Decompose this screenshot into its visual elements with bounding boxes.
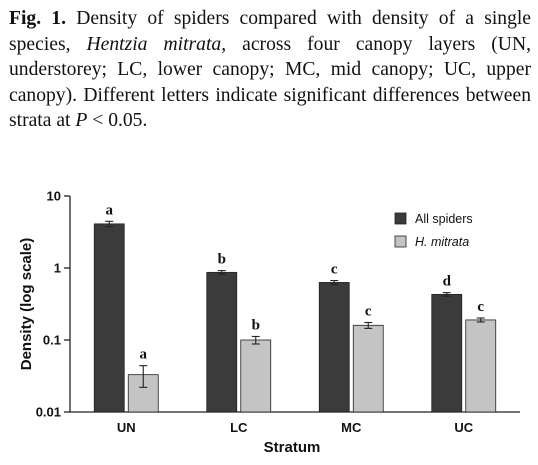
bar <box>465 319 497 413</box>
caption-text-3: < 0.05. <box>87 110 148 131</box>
significance-letter: b <box>252 317 260 333</box>
significance-letter: d <box>443 274 452 290</box>
legend-swatch <box>394 212 407 225</box>
bar <box>431 293 463 413</box>
significance-letter: c <box>365 304 372 320</box>
caption-text-2: , across four canopy layers (UN, underst… <box>9 33 531 132</box>
figure-label: Fig. 1. <box>9 8 66 29</box>
y-tick-label: 1 <box>54 261 61 276</box>
y-axis-label: Density (log scale) <box>18 238 35 371</box>
significance-letter: c <box>331 262 338 278</box>
x-tick-label: UN <box>117 420 136 435</box>
y-tick-label: 0.1 <box>43 333 61 348</box>
x-axis-label: Stratum <box>264 439 321 456</box>
significance-letter: a <box>140 347 148 363</box>
bar <box>240 339 272 413</box>
y-tick-label: 0.01 <box>36 405 61 420</box>
x-tick-label: LC <box>230 420 248 435</box>
bar <box>93 223 125 413</box>
x-tick-label: MC <box>341 420 362 435</box>
bar <box>352 324 384 413</box>
legend-label: All spiders <box>415 212 473 226</box>
legend-label: H. mitrata <box>415 235 469 249</box>
bar <box>318 282 350 413</box>
caption-p-symbol: P <box>75 110 88 131</box>
figure-caption: Fig. 1. Density of spiders compared with… <box>9 6 531 134</box>
caption-text-1: Density of spiders compared with density… <box>9 8 532 55</box>
y-tick-label: 10 <box>47 189 61 204</box>
significance-letter: a <box>106 202 114 218</box>
x-tick-label: UC <box>454 420 473 435</box>
legend-swatch <box>394 235 407 248</box>
caption-species: Hentzia mitrata <box>86 33 222 55</box>
significance-letter: b <box>218 252 226 268</box>
significance-letter: c <box>477 299 484 315</box>
bar <box>206 271 238 413</box>
